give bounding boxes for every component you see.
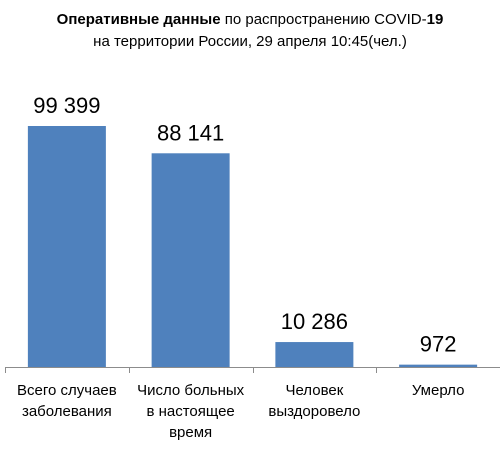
- chart-title-bold-end: 19: [426, 11, 444, 28]
- category-label-3-line-1: Человек: [285, 382, 343, 399]
- category-label-4: Умерло: [412, 382, 465, 399]
- category-label-1-line-2: заболевания: [22, 403, 112, 420]
- category-label-3: Человек выздоровело: [268, 382, 360, 420]
- category-label-1-line-1: Всего случаев: [17, 382, 117, 399]
- bar-3: [275, 342, 354, 367]
- category-label-1: Всего случаев заболевания: [17, 382, 117, 420]
- category-label-2-line-1: Число больных: [137, 382, 245, 399]
- bar-4: [399, 364, 478, 367]
- bar-1: [27, 126, 106, 367]
- category-label-4-line-1: Умерло: [412, 382, 465, 399]
- chart-title-bold: Оперативные данные: [56, 11, 221, 28]
- category-label-2-line-3: время: [169, 424, 212, 441]
- category-label-2: Число больных в настоящее время: [137, 382, 245, 441]
- value-label-4: 972: [420, 332, 457, 357]
- bar-2: [151, 153, 230, 367]
- value-label-3: 10 286: [281, 309, 348, 334]
- chart-title-regular: по распространению COVID-: [220, 11, 427, 28]
- chart-title-line-2: на территории России, 29 апреля 10:45(че…: [93, 33, 407, 50]
- category-label-3-line-2: выздоровело: [268, 403, 360, 420]
- category-label-2-line-2: в настоящее: [146, 403, 234, 420]
- value-label-2: 88 141: [157, 120, 224, 145]
- chart-title-line-1: Оперативные данные по распространению CO…: [0, 11, 500, 29]
- value-label-1: 99 399: [33, 93, 100, 118]
